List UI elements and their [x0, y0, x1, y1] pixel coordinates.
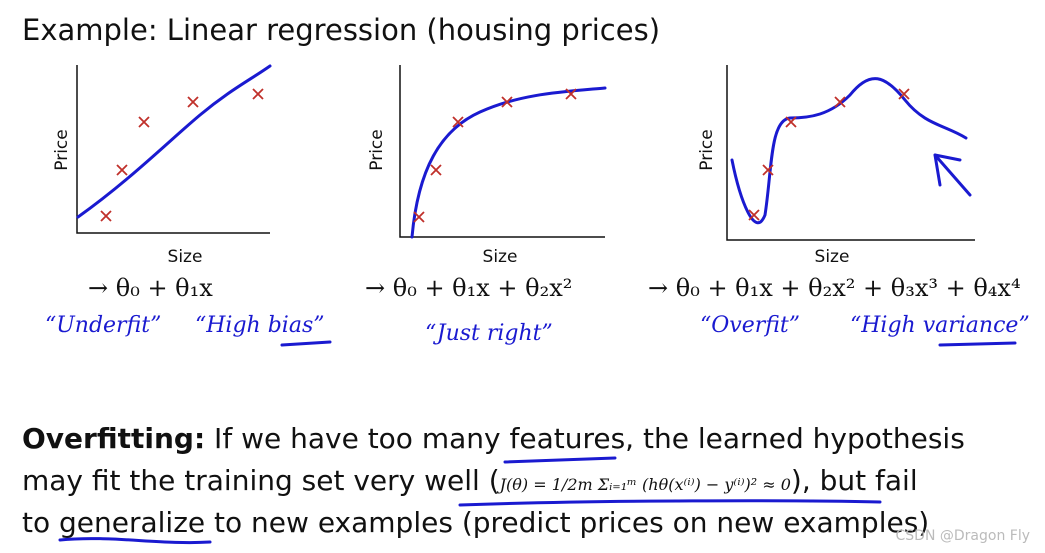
- arrow: [933, 153, 972, 197]
- underline: [280, 340, 332, 347]
- lead: Overfitting:: [22, 422, 205, 455]
- axes: [399, 65, 605, 238]
- fit-curve: [76, 64, 272, 219]
- text: ), but fail: [791, 464, 918, 497]
- hypothesis: → θ₀ + θ₁x + θ₂x²: [365, 274, 572, 302]
- hypothesis: → θ₀ + θ₁x: [88, 274, 213, 302]
- x-label: Size: [483, 247, 518, 267]
- body-line: Overfitting: If we have too many feature…: [22, 422, 965, 455]
- watermark: CSDN @Dragon Fly: [896, 528, 1030, 544]
- text: may fit the training set very well (: [22, 464, 500, 497]
- data-points: [413, 88, 577, 223]
- axes: [76, 65, 270, 234]
- note: “High bias”: [195, 313, 325, 338]
- y-label: Price: [52, 129, 72, 170]
- underline: [58, 456, 882, 545]
- fit-curve: [730, 77, 968, 225]
- x-label: Size: [168, 247, 203, 267]
- data-points: [748, 88, 910, 221]
- y-label: Price: [367, 129, 387, 170]
- cost-formula: J(θ) = 1/2m Σᵢ₌₁ᵐ (hθ(x⁽ⁱ⁾) − y⁽ⁱ⁾)² ≈ 0: [497, 475, 791, 494]
- hypothesis: → θ₀ + θ₁x + θ₂x² + θ₃x³ + θ₄x⁴: [648, 274, 1021, 302]
- body-line: may fit the training set very well (J(θ)…: [22, 464, 918, 497]
- note: “Underfit”: [45, 313, 161, 338]
- text: If we have too many features, the learne…: [205, 422, 965, 455]
- title: Example: Linear regression (housing pric…: [22, 13, 660, 47]
- underline: [938, 341, 1017, 347]
- axes: [726, 65, 975, 241]
- body-line: to generalize to new examples (predict p…: [22, 506, 929, 539]
- fit-curve: [410, 86, 607, 239]
- note: “High variance”: [850, 313, 1030, 338]
- note: “Just right”: [425, 321, 553, 346]
- y-label: Price: [697, 129, 717, 170]
- x-label: Size: [815, 247, 850, 267]
- data-points: [100, 88, 264, 222]
- note: “Overfit”: [700, 313, 800, 338]
